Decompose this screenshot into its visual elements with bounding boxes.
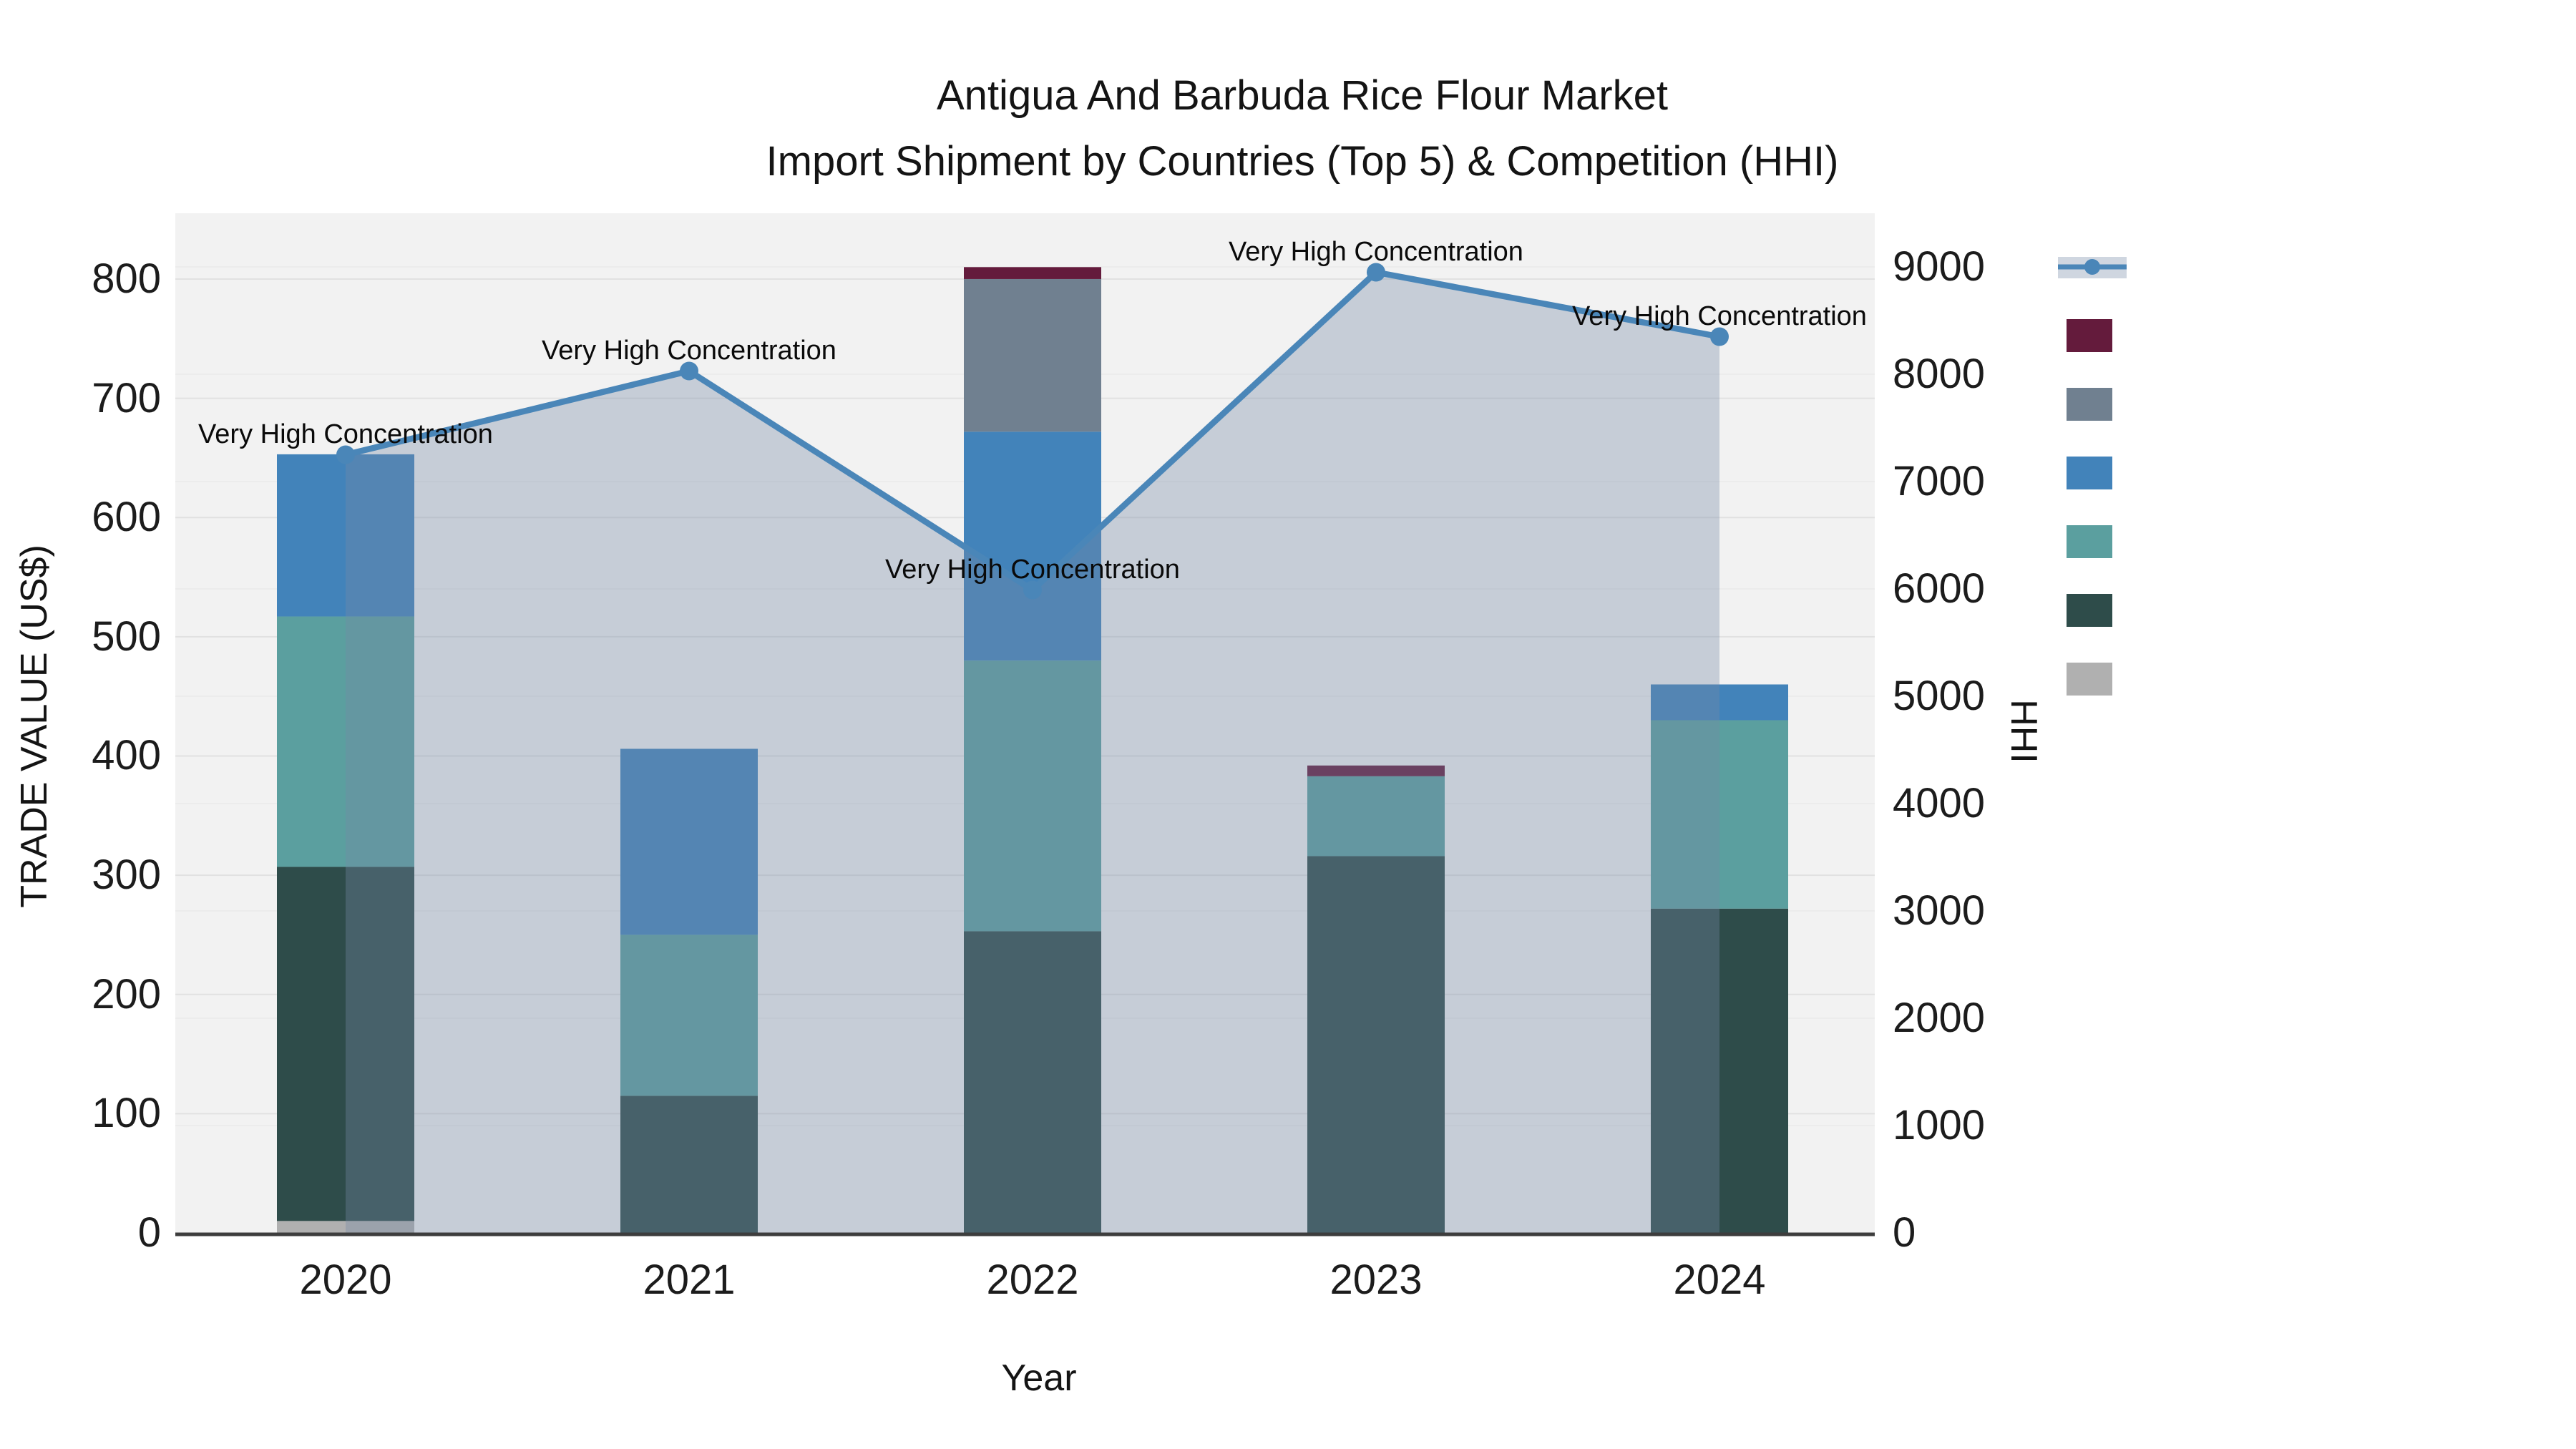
right-tick-6000: 6000	[1893, 565, 1986, 612]
right-tick-2000: 2000	[1893, 995, 1986, 1041]
left-tick-100: 100	[92, 1090, 161, 1137]
legend-item-china: China	[2046, 517, 2547, 567]
annotation-2020: Very High Concentration	[198, 419, 493, 449]
legend-item-puerto-rico: Puerto Rico	[2046, 448, 2547, 498]
left-tick-500: 500	[92, 613, 161, 660]
annotation-2024: Very High Concentration	[1572, 301, 1867, 331]
right-tick-0: 0	[1893, 1209, 1916, 1256]
legend-item-hhi: HHI	[2046, 242, 2547, 292]
hhi-point-2021	[680, 361, 698, 381]
legend-swatch-hhi-line-icon	[2058, 257, 2127, 278]
x-tick-2021: 2021	[643, 1257, 736, 1303]
annotation-2022: Very High Concentration	[885, 554, 1180, 585]
chart-title-line2: Import Shipment by Countries (Top 5) & C…	[766, 138, 1839, 185]
hhi-point-2020	[336, 445, 355, 464]
bar-2022-usa	[964, 931, 1101, 1233]
bar-2021-china	[620, 935, 758, 1096]
legend-swatch-italy-patch-icon	[2067, 319, 2112, 352]
legend-swatch-puerto-rico-patch-icon	[2067, 457, 2112, 489]
bar-2024-puerto-rico	[1651, 684, 1788, 721]
bar-2023-usa	[1307, 856, 1445, 1233]
legend-swatch-metropolitan-france-patch-icon	[2067, 388, 2112, 421]
chart-title-line1: Antigua And Barbuda Rice Flour Market	[937, 72, 1668, 119]
left-tick-600: 600	[92, 494, 161, 541]
x-tick-2022: 2022	[986, 1257, 1079, 1303]
chart-title: Antigua And Barbuda Rice Flour Market Im…	[501, 63, 2104, 195]
hhi-point-2024	[1710, 327, 1729, 346]
left-tick-200: 200	[92, 970, 161, 1018]
right-tick-8000: 8000	[1893, 351, 1986, 397]
right-tick-9000: 9000	[1893, 243, 1986, 290]
bar-2020-usa	[277, 867, 414, 1221]
legend-swatch-others-patch-icon	[2067, 663, 2112, 696]
legend-item-others: Others	[2046, 654, 2547, 704]
right-tick-5000: 5000	[1893, 673, 1986, 719]
x-tick-2023: 2023	[1330, 1257, 1423, 1303]
hhi-point-2023	[1367, 263, 1385, 282]
legend-swatch-china-patch-icon	[2067, 525, 2112, 558]
legend-swatch-usa-patch-icon	[2067, 594, 2112, 627]
hhi-area-fill	[346, 272, 1719, 1233]
legend-item-metropolitan-france: Metropolitan France	[2046, 379, 2547, 429]
bar-2024-usa	[1651, 908, 1788, 1233]
bar-2021-usa	[620, 1096, 758, 1233]
bar-2022-china	[964, 660, 1101, 932]
left-tick-300: 300	[92, 852, 161, 899]
annotation-2021: Very High Concentration	[542, 335, 836, 366]
left-tick-800: 800	[92, 255, 161, 302]
hhi-point-2022	[1023, 580, 1042, 600]
right-tick-7000: 7000	[1893, 458, 1986, 504]
left-tick-0: 0	[137, 1209, 161, 1256]
bar-2020-puerto-rico	[277, 454, 414, 617]
right-tick-4000: 4000	[1893, 780, 1986, 826]
left-tick-700: 700	[92, 374, 161, 421]
legend-item-italy: Italy	[2046, 311, 2547, 361]
right-tick-1000: 1000	[1893, 1102, 1986, 1148]
bar-2021-puerto-rico	[620, 748, 758, 935]
bar-2023-china	[1307, 776, 1445, 857]
right-tick-3000: 3000	[1893, 887, 1986, 934]
bar-2022-italy	[964, 267, 1101, 279]
x-tick-2024: 2024	[1673, 1257, 1766, 1303]
bar-2023-italy	[1307, 765, 1445, 776]
left-tick-400: 400	[92, 732, 161, 779]
bar-2020-china	[277, 616, 414, 867]
bar-2020-others	[277, 1221, 414, 1233]
bar-2022-metropolitan-france	[964, 278, 1101, 432]
x-tick-2020: 2020	[299, 1257, 392, 1303]
bar-2024-china	[1651, 720, 1788, 909]
legend-item-usa: USA	[2046, 585, 2547, 635]
annotation-2023: Very High Concentration	[1229, 236, 1523, 267]
x-axis-title: Year	[1001, 1357, 1077, 1399]
